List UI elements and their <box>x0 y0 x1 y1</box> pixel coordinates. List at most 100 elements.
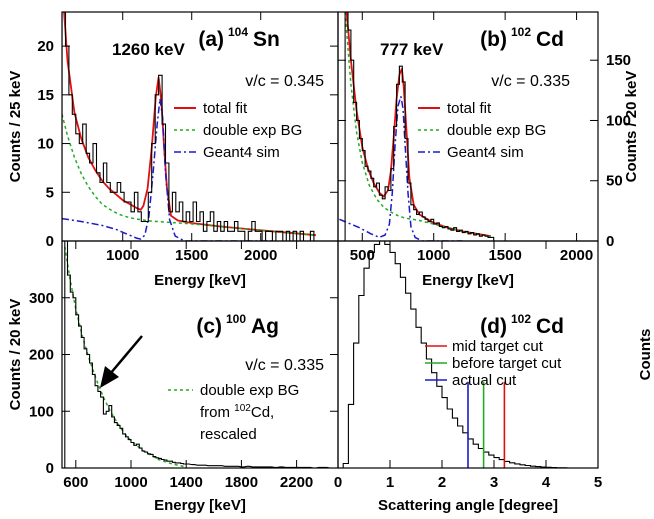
y-tick-label: 0 <box>46 233 54 250</box>
series-distribution-histogram <box>338 241 578 468</box>
y-axis-title: Counts / 20 keV <box>623 71 640 183</box>
legend-c-line-3: rescaled <box>200 426 257 443</box>
y-tick-label: 20 <box>37 38 54 55</box>
panel-b-velocity: v/c = 0.335 <box>491 73 570 90</box>
panel-d-label: (d) <box>480 315 507 338</box>
x-tick-label: 500 <box>350 247 375 264</box>
x-tick-label: 1000 <box>417 247 450 264</box>
x-axis-title: Energy [keV] <box>154 497 246 514</box>
series-geant4-sim-line <box>339 96 463 241</box>
panel-b-mass: 102 <box>511 25 531 39</box>
y-tick-label: 200 <box>29 347 54 364</box>
x-tick-label: 600 <box>63 474 88 491</box>
panel-c-plot-area <box>64 241 333 468</box>
panel-c-legend: double exp BG from 102Cd, rescaled <box>168 382 299 443</box>
panel-c-label: (c) <box>196 315 222 338</box>
panel-b-annotations: (b) 102 Cd 777 keV v/c = 0.335 total fit… <box>380 25 570 161</box>
panel-b-symbol: Cd <box>536 28 564 51</box>
legend-d-before-target-cut: before target cut <box>452 355 562 372</box>
x-tick-label: 1800 <box>225 474 258 491</box>
x-tick-label: 2000 <box>244 247 277 264</box>
legend-a-double-exp-bg: double exp BG <box>203 122 302 139</box>
legend-d-mid-target-cut: mid target cut <box>452 338 544 355</box>
legend-d-actual-cut: actual cut <box>452 372 517 389</box>
panel-c-mass: 100 <box>226 312 246 326</box>
y-tick-label: 100 <box>29 403 54 420</box>
panel-a: 1000 1500 2000 0 5 10 15 20 Energy [keV] Counts /… <box>7 11 339 289</box>
x-tick-label: 4 <box>542 474 551 491</box>
x-tick-label: 2200 <box>280 474 313 491</box>
panel-d-symbol: Cd <box>536 315 564 338</box>
y-axis-title: Counts / 20 keV <box>7 299 24 411</box>
y-tick-label: 15 <box>37 87 54 104</box>
series-geant4-sim-line <box>62 98 275 241</box>
x-tick-label: 1 <box>386 474 394 491</box>
x-tick-label: 1500 <box>175 247 208 264</box>
series-data-histogram <box>344 12 495 241</box>
panel-b-label: (b) <box>480 28 507 51</box>
y-axis-title: Counts / 25 keV <box>7 71 24 183</box>
panel-a-symbol: Sn <box>253 28 280 51</box>
panel-d-plot-area <box>338 241 578 468</box>
panel-a-annotations: (a) 104 Sn 1260 keV v/c = 0.345 total fi… <box>112 25 324 161</box>
panel-c-annotations: (c) 100 Ag v/c = 0.335 double exp BG fro… <box>100 312 324 443</box>
legend-c-line-2: from 102Cd, <box>200 403 274 421</box>
panel-a-plot-area <box>62 12 318 241</box>
y-tick-label: 50 <box>606 173 623 190</box>
panel-d-frame <box>337 240 599 469</box>
panel-b: 500 1000 1500 2000 0 50 100 150 Energy [keV] Coun… <box>337 11 640 289</box>
panel-b-legend: total fit double exp BG Geant4 sim <box>418 100 546 161</box>
panel-d-legend: mid target cut before target cut actual … <box>425 338 562 389</box>
y-tick-label: 5 <box>46 184 54 201</box>
panel-a-legend: total fit double exp BG Geant4 sim <box>174 100 302 161</box>
panel-a-velocity: v/c = 0.345 <box>245 73 324 90</box>
series-double-exp-bg-line <box>62 114 316 236</box>
legend-c-element: Cd, <box>251 404 274 421</box>
panel-a-mass: 104 <box>228 25 248 39</box>
x-axis-title: Scattering angle [degree] <box>378 497 558 514</box>
x-tick-label: 1000 <box>106 247 139 264</box>
legend-b-geant4-sim: Geant4 sim <box>447 144 524 161</box>
y-tick-label: 150 <box>606 52 631 69</box>
x-tick-label: 1000 <box>114 474 147 491</box>
legend-c-line-1: double exp BG <box>200 382 299 399</box>
arrow-shaft <box>109 335 143 375</box>
x-axis-title: Energy [keV] <box>422 272 514 289</box>
x-tick-label: 2 <box>438 474 446 491</box>
legend-a-total-fit: total fit <box>203 100 248 117</box>
x-tick-label: 0 <box>334 474 342 491</box>
x-axis-title: Energy [keV] <box>154 272 246 289</box>
series-data-histogram <box>62 12 318 241</box>
x-tick-label: 1400 <box>170 474 203 491</box>
x-tick-label: 2000 <box>560 247 593 264</box>
panel-c-velocity: v/c = 0.335 <box>245 357 324 374</box>
legend-c-mass: 102 <box>234 403 251 414</box>
panel-c-symbol: Ag <box>251 315 279 338</box>
y-tick-label: 10 <box>37 136 54 153</box>
panel-a-label: (a) <box>198 28 224 51</box>
legend-b-total-fit: total fit <box>447 100 492 117</box>
series-data-histogram <box>64 241 333 468</box>
panel-d: 0 1 2 3 4 5 Scattering angle [degree] Counts <box>334 240 654 514</box>
panel-d-annotations: (d) 102 Cd mid target cut before target … <box>425 312 564 389</box>
legend-b-double-exp-bg: double exp BG <box>447 122 546 139</box>
panel-b-peak-label: 777 keV <box>380 40 444 59</box>
x-tick-label: 3 <box>490 474 498 491</box>
y-tick-label: 0 <box>46 460 54 477</box>
arrow-annotation <box>100 335 143 388</box>
y-tick-label: 300 <box>29 290 54 307</box>
panel-a-peak-label: 1260 keV <box>112 40 185 59</box>
x-tick-label: 1500 <box>488 247 521 264</box>
panel-d-mass: 102 <box>511 312 531 326</box>
y-tick-label: 0 <box>606 233 614 250</box>
x-tick-label: 5 <box>594 474 602 491</box>
legend-a-geant4-sim: Geant4 sim <box>203 144 280 161</box>
arrow-head <box>100 366 119 388</box>
legend-c-from: from <box>200 404 234 421</box>
y-axis-title: Counts <box>637 329 654 381</box>
series-double-exp-bg-line <box>344 12 492 237</box>
y-tick-label: 100 <box>606 112 631 129</box>
panel-b-plot-area <box>339 12 495 241</box>
